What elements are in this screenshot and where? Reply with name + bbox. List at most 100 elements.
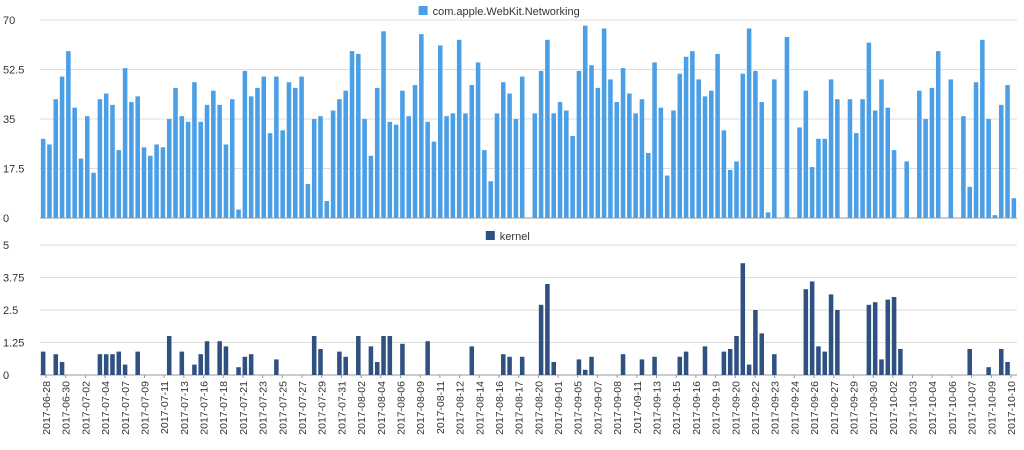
bar <box>248 354 254 375</box>
x-tick-label: 2017-07-07 <box>120 381 132 435</box>
bar <box>740 73 746 218</box>
bar <box>904 161 909 218</box>
bar <box>513 119 519 218</box>
bar <box>753 310 758 375</box>
x-tick-label: 2017-07-16 <box>199 381 211 435</box>
x-tick-label: 2017-09-08 <box>612 381 624 435</box>
bar <box>822 138 828 218</box>
bar <box>576 359 582 375</box>
bar <box>110 104 115 218</box>
bar <box>185 121 191 218</box>
bar <box>255 87 260 218</box>
bar <box>835 310 840 375</box>
bar <box>456 39 462 218</box>
bar <box>885 299 891 375</box>
bar <box>431 141 437 218</box>
bar <box>85 116 90 218</box>
bar <box>967 349 972 375</box>
bar <box>211 90 216 218</box>
chart-panel-1: 0 17.5 35 52.5 70 com.apple.WebKit.Networking <box>3 6 1017 225</box>
x-tick-label: 2017-07-11 <box>159 381 171 434</box>
x-tick-label: 2017-08-20 <box>533 381 545 435</box>
bar <box>538 70 544 219</box>
bar <box>967 186 972 218</box>
bar <box>217 341 222 375</box>
legend-swatch <box>418 6 428 15</box>
bar <box>349 51 355 218</box>
bar <box>488 181 493 218</box>
y-tick-label: 52.5 <box>3 65 24 77</box>
bar <box>463 113 468 218</box>
bar <box>557 102 563 218</box>
x-tick-label: 2017-10-10 <box>1006 381 1018 435</box>
bar <box>337 351 342 375</box>
bar <box>683 56 689 219</box>
bar <box>135 96 140 218</box>
bar <box>129 102 134 218</box>
bar <box>53 354 59 375</box>
bar <box>507 356 512 375</box>
bar <box>538 304 544 375</box>
bar <box>715 53 720 218</box>
bar <box>973 82 979 218</box>
bar <box>192 82 197 218</box>
y-tick-label: 3.75 <box>3 273 24 285</box>
bar <box>872 110 878 218</box>
bar <box>835 99 840 218</box>
x-tick-label: 2017-09-24 <box>789 381 801 435</box>
bar <box>311 119 317 218</box>
bar <box>992 215 998 218</box>
bar <box>368 155 374 218</box>
bar <box>91 172 96 218</box>
bar <box>475 62 481 218</box>
bar <box>97 354 103 375</box>
bar <box>217 104 222 218</box>
x-tick-label: 2017-09-11 <box>632 381 644 434</box>
bar <box>664 175 670 218</box>
bar <box>381 31 386 218</box>
x-tick-label: 2017-07-25 <box>277 381 289 435</box>
bar <box>204 341 210 375</box>
x-tick-label: 2017-07-18 <box>218 381 230 435</box>
bar <box>576 70 582 219</box>
bar <box>40 138 46 218</box>
bar <box>734 161 739 218</box>
x-tick-label: 2017-08-16 <box>494 381 506 435</box>
x-tick-label: 2017-09-16 <box>691 381 703 435</box>
x-tick-label: 2017-09-23 <box>770 381 782 435</box>
bar <box>40 351 46 375</box>
bar <box>419 34 424 219</box>
bar <box>816 346 821 375</box>
bar <box>1005 85 1010 218</box>
bar <box>501 354 506 375</box>
bar <box>702 346 708 375</box>
legend-swatch <box>485 231 495 240</box>
bar <box>1005 362 1010 375</box>
legend-label: com.apple.WebKit.Networking <box>433 6 580 18</box>
bar <box>809 281 815 375</box>
bar <box>620 354 626 375</box>
bar <box>797 127 802 218</box>
bar <box>891 150 897 218</box>
bar <box>482 150 487 218</box>
bar <box>980 39 985 218</box>
y-tick-label: 70 <box>3 15 15 27</box>
bar <box>589 65 594 218</box>
bar <box>229 99 235 218</box>
bar <box>198 354 204 375</box>
bar <box>223 346 229 375</box>
bar <box>702 96 708 218</box>
bar <box>412 85 418 218</box>
bar <box>66 51 71 218</box>
bar <box>582 25 588 219</box>
bar <box>633 113 638 218</box>
bar <box>122 364 128 375</box>
bar <box>450 113 456 218</box>
bar <box>425 121 430 218</box>
bar <box>866 42 872 218</box>
y-tick-label: 0 <box>3 370 9 382</box>
x-tick-label: 2017-07-09 <box>139 381 151 435</box>
bar <box>998 104 1004 218</box>
x-tick-label: 2017-09-26 <box>809 381 821 435</box>
